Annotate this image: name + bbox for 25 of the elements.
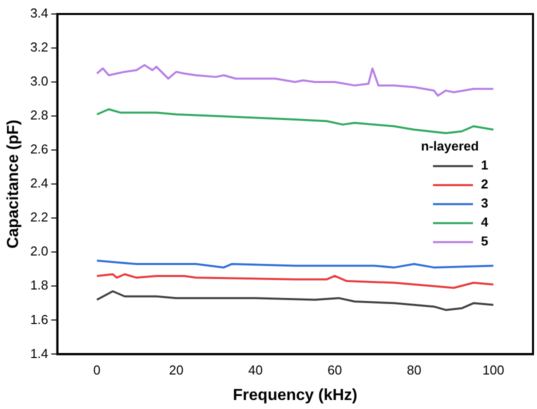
y-tick-label: 3.4 — [30, 6, 48, 21]
y-tick-label: 1.4 — [30, 346, 48, 361]
x-tick-label: 40 — [248, 362, 263, 378]
x-tick-label: 60 — [328, 362, 342, 378]
legend-label: 2 — [481, 176, 488, 192]
x-axis-title: Frequency (kHz) — [232, 386, 358, 404]
x-tick-label: 100 — [482, 362, 504, 378]
y-axis-title: Capacitance (pF) — [5, 120, 22, 249]
y-tick-label: 2.8 — [30, 108, 48, 123]
legend-label: 4 — [481, 214, 489, 230]
x-tick-label: 0 — [93, 362, 101, 378]
x-tick-label: 80 — [406, 362, 422, 378]
y-tick-label: 3.2 — [30, 40, 48, 55]
y-tick-label: 2.4 — [30, 176, 48, 191]
y-tick-label: 2.6 — [30, 142, 48, 157]
legend-title: n-layered — [421, 138, 479, 154]
y-tick-label: 2.0 — [30, 244, 48, 259]
y-tick-label: 1.8 — [30, 278, 48, 293]
legend-label: 5 — [481, 234, 488, 249]
y-tick-label: 1.6 — [30, 312, 48, 327]
y-tick-label: 2.2 — [30, 210, 48, 225]
legend-label: 1 — [481, 158, 488, 173]
legend-label: 3 — [481, 196, 488, 211]
y-tick-label: 3.0 — [30, 74, 48, 89]
x-tick-label: 20 — [168, 362, 184, 378]
